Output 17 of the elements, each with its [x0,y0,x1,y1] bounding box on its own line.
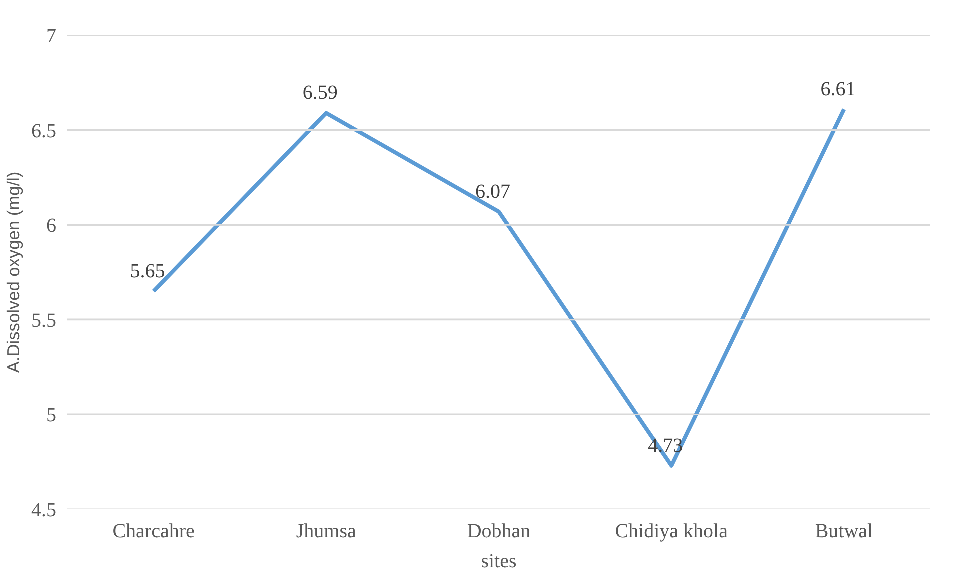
y-tick-label: 6 [46,215,56,238]
x-tick-label: Chidiya khola [615,520,728,542]
x-tick-label: Charcahre [112,520,196,542]
x-tick-label: Dobhan [467,520,531,542]
y-tick-label: 4.5 [32,500,56,522]
data-label: 6.07 [476,180,510,203]
x-tick-label: Jhumsa [296,520,357,542]
x-tick-label: Butwal [815,520,874,542]
x-axis-title: sites [481,550,517,572]
y-axis-title: A.Dissolved oxygen (mg/l) [4,172,24,374]
data-label: 6.61 [820,78,856,100]
y-tick-label: 5.5 [32,310,56,332]
y-tick-label: 7 [46,26,56,48]
data-label: 5.65 [130,260,166,282]
y-tick-label: 6.5 [32,120,56,142]
data-label: 6.59 [302,82,338,104]
y-tick-label: 5 [46,404,56,427]
